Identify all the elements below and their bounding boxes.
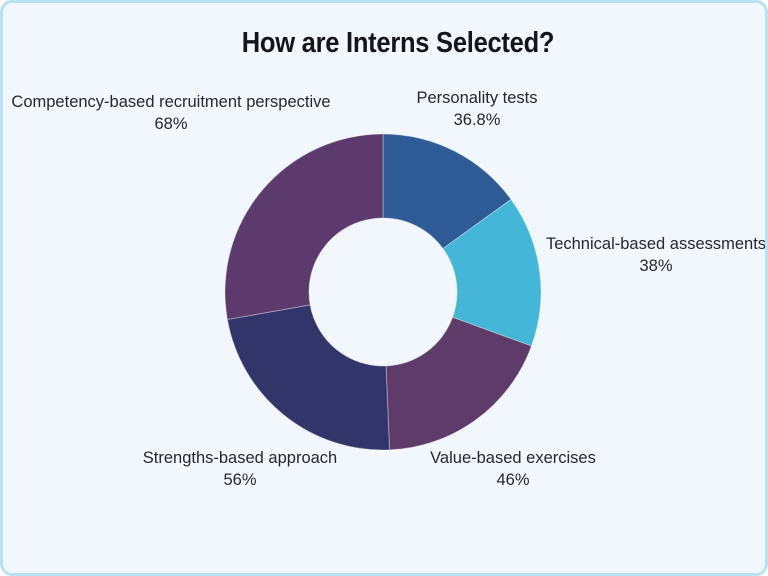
donut-chart [224,133,542,451]
segment-label-competency-based-recruitment-perspective: Competency-based recruitment perspective… [11,91,330,135]
donut-segment [226,304,391,451]
segment-label-text: Technical-based assessments [545,235,767,253]
donut-segment [385,316,533,451]
donut-segment [442,198,542,347]
segment-value-text: 68% [154,115,188,133]
segment-label-strengths-based-approach: Strengths-based approach 56% [143,447,337,491]
segment-value-text: 46% [496,471,530,489]
segment-label-text: Value-based exercises [430,449,596,467]
segment-label-value-based-exercises: Value-based exercises 46% [430,447,596,491]
segment-value-text: 38% [639,257,673,275]
donut-segment [382,133,512,250]
chart-title: How are Interns Selected? [220,27,575,60]
segment-label-text: Personality tests [416,89,538,107]
segment-value-text: 36.8% [453,111,501,129]
segment-label-personality-tests: Personality tests 36.8% [416,87,537,131]
segment-label-technical-based-assessments: Technical-based assessments 38% [545,233,767,277]
donut-segment [224,133,384,321]
segment-label-text: Competency-based recruitment perspective [11,93,331,111]
chart-title-text: How are Interns Selected? [241,27,555,59]
segment-value-text: 56% [223,471,257,489]
segment-label-text: Strengths-based approach [142,449,338,467]
